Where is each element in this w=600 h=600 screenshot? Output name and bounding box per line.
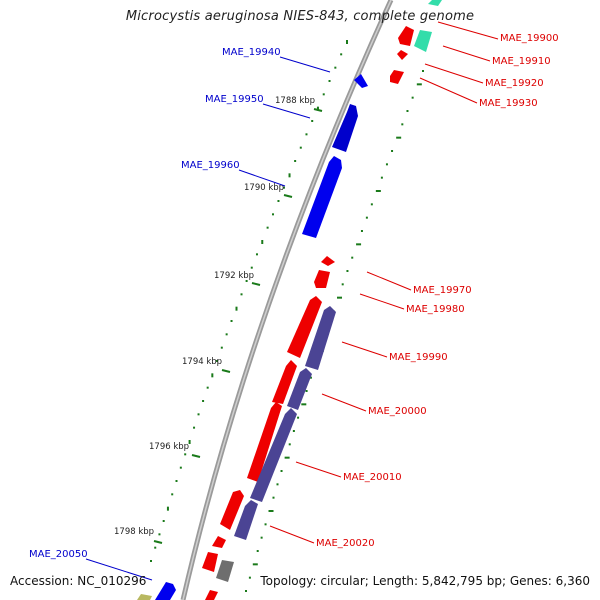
gene-feature-mae-20050[interactable] [155, 582, 176, 600]
accession-label: Accession: NC_010296 [10, 574, 147, 588]
gene-feature-mae-19940[interactable] [354, 74, 368, 88]
label-leader-line [442, 45, 491, 62]
gene-feature-mae-19910[interactable] [390, 70, 404, 84]
kbp-tick-label: 1788 kbp [275, 96, 315, 106]
label-leader-line [279, 56, 331, 73]
gene-feature-mae-19930[interactable] [321, 256, 335, 266]
right-gene-labels: MAE_19900 MAE_19910 MAE_19920 MAE_19930 MAE_… [269, 21, 559, 549]
teal-feature-2[interactable] [428, 0, 442, 6]
kbp-tick-mark [251, 282, 261, 286]
gene-label-mae-20000[interactable]: MAE_20000 [368, 406, 427, 417]
gene-label-mae-19990[interactable]: MAE_19990 [389, 352, 448, 363]
gene-label-mae-19900[interactable]: MAE_19900 [500, 33, 559, 44]
gc-content-track-outer [245, 70, 424, 592]
gene-label-mae-19960[interactable]: MAE_19960 [181, 160, 240, 171]
label-leader-line [262, 103, 311, 119]
gene-feature-mae-19950[interactable] [332, 104, 358, 152]
gene-feature-mae-20010[interactable] [220, 490, 244, 530]
gene-label-mae-20010[interactable]: MAE_20010 [343, 472, 402, 483]
kbp-tick-mark [313, 108, 323, 112]
gene-feature-red-small[interactable] [202, 552, 218, 572]
kbp-tick-mark [283, 194, 293, 198]
gene-label-mae-19940[interactable]: MAE_19940 [222, 47, 281, 58]
label-leader-line [321, 393, 367, 412]
kbp-tick-mark [191, 454, 201, 458]
gene-feature-mae-19920[interactable] [397, 50, 408, 60]
kbp-scale: 1788 kbp 1790 kbp 1792 kbp 1794 kbp 1796 kbp… [114, 96, 323, 544]
olive-feature[interactable] [137, 594, 152, 600]
purple-feature-4[interactable] [234, 500, 258, 540]
purple-feature-2[interactable] [287, 368, 312, 410]
gene-feature-mae-19960[interactable] [302, 156, 342, 238]
label-leader-line [85, 558, 153, 581]
map-title: Microcystis aeruginosa NIES-843, complet… [125, 9, 475, 24]
gene-feature-mae-19990[interactable] [272, 360, 297, 404]
kbp-tick-label: 1798 kbp [114, 527, 154, 537]
gene-label-mae-19980[interactable]: MAE_19980 [406, 304, 465, 315]
forward-genes [155, 74, 368, 600]
gc-content-track-inner [150, 40, 348, 562]
label-leader-line [269, 525, 315, 544]
gene-label-mae-19930[interactable]: MAE_19930 [479, 98, 538, 109]
label-leader-line [359, 293, 405, 310]
kbp-tick-label: 1790 kbp [244, 183, 284, 193]
gene-label-mae-19950[interactable]: MAE_19950 [205, 94, 264, 105]
gene-label-mae-19920[interactable]: MAE_19920 [485, 78, 544, 89]
gene-feature-mae-19970[interactable] [314, 270, 330, 288]
label-leader-line [295, 461, 342, 478]
label-leader-line [238, 169, 286, 187]
gene-label-mae-20050[interactable]: MAE_20050 [29, 549, 88, 560]
gene-feature-mae-19900[interactable] [398, 26, 414, 46]
kbp-tick-mark [221, 369, 231, 373]
label-leader-line [424, 63, 484, 84]
kbp-tick-label: 1794 kbp [182, 357, 222, 367]
other-features [137, 0, 442, 600]
gene-label-mae-20020[interactable]: MAE_20020 [316, 538, 375, 549]
gene-feature-mae-20020[interactable] [212, 536, 226, 548]
label-leader-line [419, 77, 478, 104]
kbp-tick-label: 1792 kbp [214, 271, 254, 281]
kbp-tick-label: 1796 kbp [149, 442, 189, 452]
teal-feature-1[interactable] [414, 30, 432, 52]
genome-backbone [180, 0, 394, 600]
purple-feature-3[interactable] [250, 408, 297, 502]
genome-summary: Topology: circular; Length: 5,842,795 bp… [260, 574, 590, 588]
kbp-tick-mark [153, 540, 163, 544]
label-leader-line [341, 341, 388, 358]
reverse-genes [202, 26, 414, 600]
gene-feature-mae-20000[interactable] [247, 402, 282, 482]
purple-feature-1[interactable] [305, 306, 336, 370]
gray-feature[interactable] [216, 560, 234, 582]
gene-feature-mae-19980[interactable] [287, 296, 322, 358]
gene-label-mae-19970[interactable]: MAE_19970 [413, 285, 472, 296]
purple-features [234, 306, 336, 540]
gene-label-mae-19910[interactable]: MAE_19910 [492, 56, 551, 67]
label-leader-line [366, 271, 412, 291]
gene-feature-red-bottom[interactable] [205, 590, 218, 600]
left-gene-labels: MAE_19940 MAE_19950 MAE_19960 MAE_20050 [29, 47, 331, 581]
label-leader-line [437, 21, 499, 40]
